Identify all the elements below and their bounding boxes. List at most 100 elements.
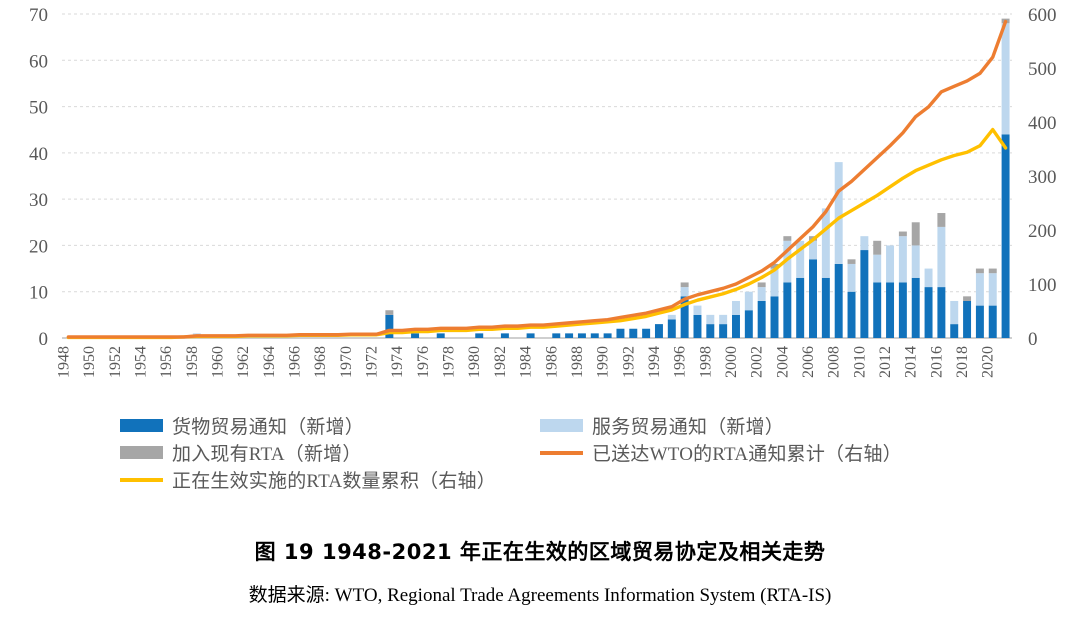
bar-services-2012: [886, 245, 895, 283]
x-axis-tick-label: 1956: [158, 346, 175, 378]
bar-services-2011: [873, 254, 882, 283]
bar-goods-2018: [963, 300, 972, 338]
bar-services-1996: [680, 287, 689, 297]
bar-goods-2014: [911, 277, 920, 338]
legend-label-services: 服务贸易通知（新增）: [592, 417, 785, 438]
line-notified: [66, 19, 1008, 339]
bar-accession-2003: [770, 263, 779, 269]
bar-services-2013: [898, 236, 907, 283]
legend-item-services[interactable]: 服务贸易通知（新增）: [540, 412, 960, 439]
bar-goods-1990: [603, 333, 612, 338]
bar-goods-2010: [860, 250, 869, 338]
x-axis-tick-label: 1990: [595, 346, 612, 378]
x-axis-tick-label: 2008: [826, 346, 843, 378]
x-axis-tick-label: 1970: [338, 346, 355, 378]
bar-goods-1988: [577, 333, 586, 338]
bar-goods-1993: [642, 328, 651, 338]
bar-goods-2020: [988, 305, 997, 338]
bar-services-2014: [911, 245, 920, 278]
bar-services-2006: [809, 240, 817, 260]
x-axis-tick-label: 1986: [543, 346, 560, 378]
bar-goods-2006: [809, 259, 817, 338]
x-axis-labels: 1948 1950 1952 1954 1956 1958 1960 1962 1964 1966…: [55, 346, 996, 378]
x-axis-tick-label: 1974: [389, 346, 406, 378]
x-axis-tick-label: 1984: [518, 346, 535, 378]
bar-services-2016: [937, 226, 946, 288]
left-axis-labels: 0 10 20 30 40 50 60 70: [29, 5, 48, 350]
left-axis-tick-label: 40: [29, 144, 48, 165]
bar-goods-2003: [770, 296, 779, 338]
x-axis-tick-label: 1968: [312, 346, 329, 378]
legend-item-accession[interactable]: 加入现有RTA（新增）: [120, 439, 540, 466]
x-axis-tick-label: 1980: [466, 346, 483, 378]
bar-goods-1996: [680, 296, 689, 338]
bar-accession-2011: [873, 240, 882, 255]
x-axis-tick-label: 2014: [903, 346, 920, 378]
bar-goods-1994: [654, 324, 663, 338]
x-axis-tick-label: 2004: [774, 346, 791, 378]
bar-services-2017: [950, 300, 959, 325]
bar-services-1997: [693, 305, 702, 315]
legend-label-notified: 已送达WTO的RTA通知累计（右轴）: [592, 444, 902, 465]
x-axis-tick-label: 1960: [209, 346, 226, 378]
legend-item-goods[interactable]: 货物贸易通知（新增）: [120, 412, 540, 439]
left-axis-tick-label: 70: [29, 5, 48, 26]
x-axis-tick-label: 1994: [646, 346, 663, 378]
bar-goods-2001: [744, 310, 753, 338]
left-axis-tick-label: 60: [29, 51, 48, 72]
legend-label-inforce: 正在生效实施的RTA数量累积（右轴）: [172, 471, 496, 492]
bar-goods-2000: [732, 314, 740, 338]
bar-goods-2005: [796, 277, 805, 338]
legend-item-inforce[interactable]: 正在生效实施的RTA数量累积（右轴）: [120, 466, 960, 493]
right-axis-tick-label: 500: [1028, 59, 1057, 80]
x-axis-tick-label: 2016: [928, 346, 945, 378]
bar-accession-2004: [783, 236, 792, 241]
bar-services-1995: [667, 314, 676, 320]
x-axis-tick-label: 1950: [81, 346, 98, 378]
x-axis-tick-label: 1962: [235, 346, 252, 378]
bar-goods-1973: [385, 314, 394, 338]
bar-goods-2019: [975, 305, 984, 338]
bar-goods-1987: [565, 333, 574, 338]
bar-accession-1973: [385, 310, 394, 315]
chart-plot-area: 0 10 20 30 40 50 60 70 0 100 200 300 400 500 600 1948 19…: [29, 5, 1057, 378]
legend-swatch-goods-icon: [120, 419, 163, 432]
legend-item-notified[interactable]: 已送达WTO的RTA通知累计（右轴）: [540, 439, 960, 466]
figure-source: 数据来源: WTO, Regional Trade Agreements Inf…: [248, 585, 832, 606]
x-axis-tick-label: 2020: [980, 346, 997, 378]
x-axis-tick-label: 1988: [569, 346, 586, 378]
bar-services-2002: [757, 287, 766, 301]
bar-goods-1997: [693, 314, 702, 338]
bar-services-2008: [834, 162, 843, 264]
bar-goods-1992: [629, 328, 638, 338]
x-axis-tick-label: 1996: [672, 346, 689, 378]
bar-accession-1996: [680, 282, 689, 288]
bar-accession-2002: [757, 282, 766, 288]
left-axis-tick-label: 0: [39, 329, 49, 350]
legend-grid: 货物贸易通知（新增） 服务贸易通知（新增） 加入现有RTA（新增） 已送达WTO的RT…: [120, 412, 975, 493]
bar-goods-1991: [616, 328, 625, 338]
bar-goods-1986: [552, 333, 561, 338]
x-axis-tick-label: 2010: [851, 346, 868, 378]
left-axis-tick-label: 10: [29, 283, 48, 304]
bar-accession-2019: [975, 268, 984, 274]
figure-title: 图 19 1948-2021 年正在生效的区域贸易协定及相关走势: [254, 540, 826, 564]
bar-accession-2020: [988, 268, 997, 274]
bar-services-2005: [796, 240, 805, 278]
x-axis-tick-label: 1948: [55, 346, 72, 378]
bar-services-2007: [821, 208, 830, 278]
bar-goods-1984: [526, 333, 535, 338]
legend-label-goods: 货物贸易通知（新增）: [172, 417, 365, 438]
x-axis-tick-label: 1998: [697, 346, 714, 378]
right-axis-tick-label: 600: [1028, 5, 1057, 26]
bar-accession-2018: [963, 296, 972, 301]
x-axis-tick-label: 1972: [364, 346, 381, 378]
chart-legend: 货物贸易通知（新增） 服务贸易通知（新增） 加入现有RTA（新增） 已送达WTO的RT…: [0, 412, 1080, 517]
x-axis-tick-label: 1978: [441, 346, 458, 378]
x-axis-tick-label: 2018: [954, 346, 971, 378]
legend-label-accession: 加入现有RTA（新增）: [172, 444, 362, 465]
bar-goods-1975: [411, 333, 420, 338]
right-axis-tick-label: 400: [1028, 113, 1057, 134]
bar-goods-2021: [1001, 134, 1010, 338]
